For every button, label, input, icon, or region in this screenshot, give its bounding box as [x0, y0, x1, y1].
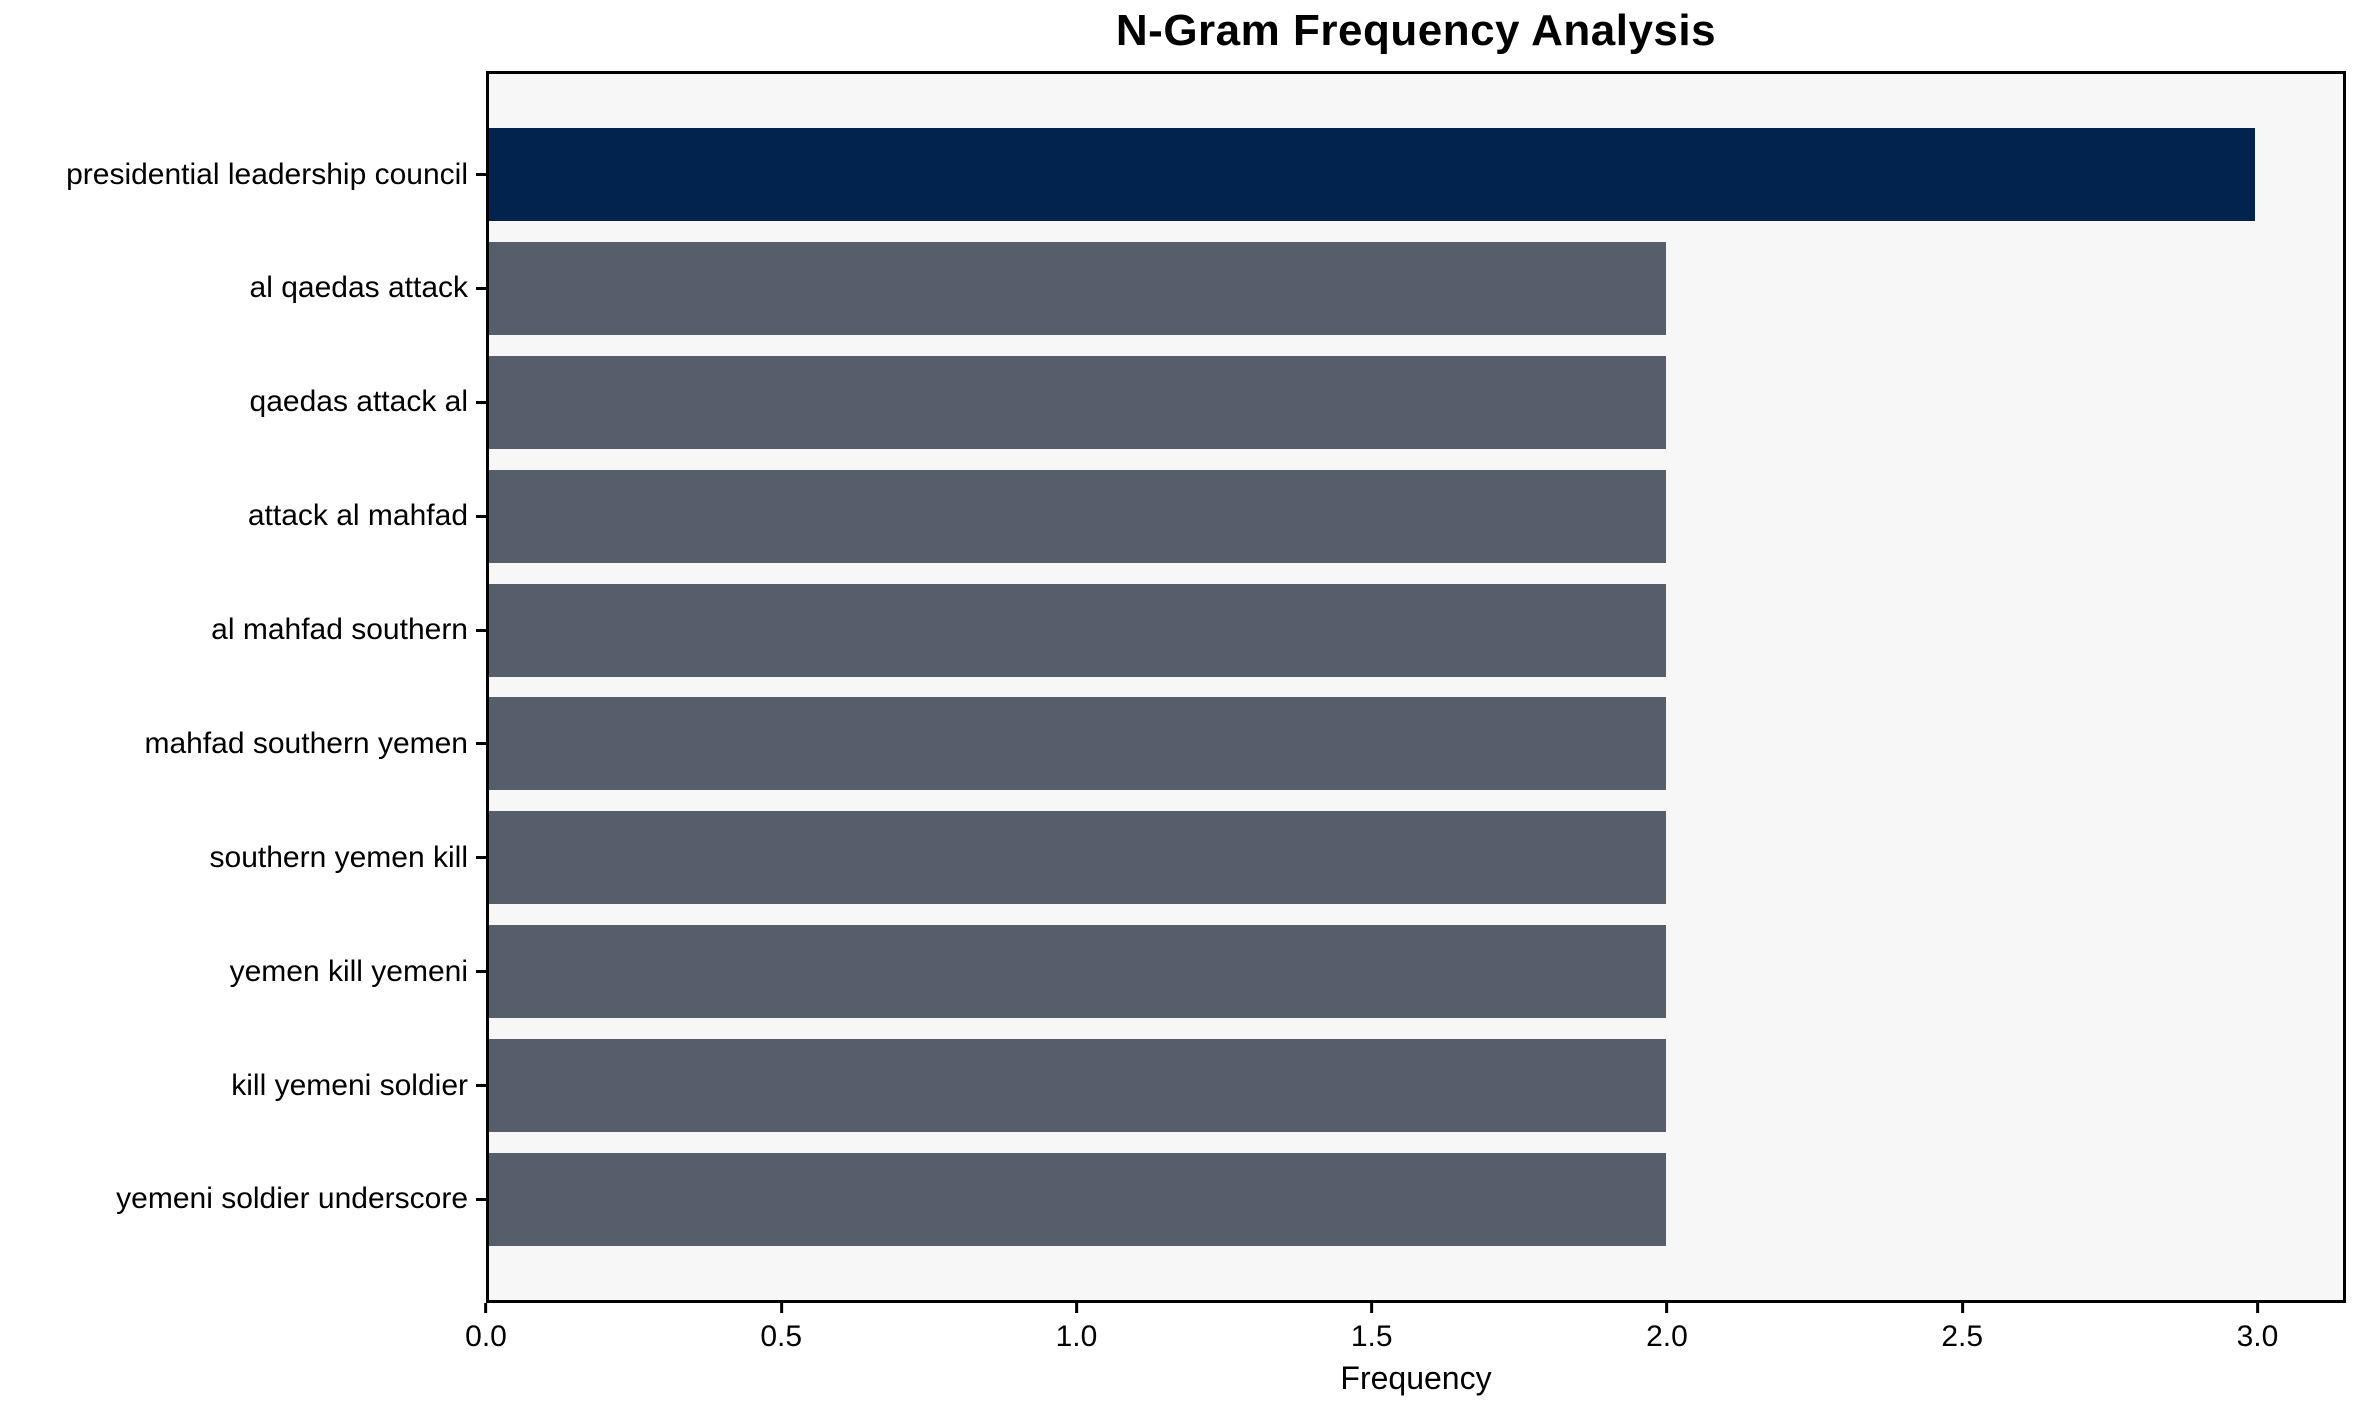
bar: [489, 811, 1667, 905]
bar: [489, 469, 1667, 563]
x-tick-mark: [1960, 1303, 1964, 1313]
y-tick-mark: [476, 1084, 486, 1087]
y-tick-mark: [476, 400, 486, 404]
y-tick-label: al qaedas attack: [249, 271, 468, 305]
y-tick-label: yemen kill yemeni: [229, 954, 468, 988]
x-tick: 2.0: [1646, 1303, 1688, 1354]
bar-row: qaedas attack al: [250, 355, 2343, 449]
y-tick-mark: [476, 970, 486, 974]
y-tick-mark: [476, 742, 486, 746]
plot-area: presidential leadership council al qaedas…: [66, 71, 2346, 1303]
x-tick-mark: [779, 1303, 783, 1313]
y-tick-mark: [476, 286, 486, 290]
y-tick-label: qaedas attack al: [249, 385, 468, 419]
bar: [489, 1152, 1667, 1246]
x-tick-label: 3.0: [2236, 1320, 2279, 1353]
x-tick-mark: [1074, 1303, 1078, 1313]
chart-title: N-Gram Frequency Analysis: [1115, 6, 1717, 55]
x-tick-label: 1.0: [1055, 1320, 1098, 1353]
x-tick: 0.0: [465, 1303, 507, 1354]
x-tick-mark: [1370, 1303, 1374, 1313]
x-tick-label: 0.5: [760, 1320, 803, 1353]
x-tick-mark: [2255, 1303, 2259, 1313]
x-tick: 2.5: [1941, 1303, 1983, 1354]
x-tick-mark: [484, 1303, 488, 1313]
bar: [489, 697, 1667, 791]
bar-row: southern yemen kill: [210, 811, 2343, 905]
bar: [489, 925, 1667, 1019]
x-tick: 1.5: [1351, 1303, 1393, 1354]
x-tick-label: 0.0: [465, 1320, 507, 1353]
bar-row: mahfad southern yemen: [144, 697, 2343, 791]
bar: [489, 128, 2255, 221]
y-tick-mark: [476, 856, 486, 860]
y-tick-label: yemeni soldier underscore: [116, 1182, 468, 1216]
x-axis: 0.0 0.5 1.0 1.5 2.0 2.5 3.0: [465, 1303, 2346, 1363]
bar-row: attack al mahfad: [248, 469, 2343, 563]
x-tick-label: 1.5: [1350, 1320, 1393, 1353]
y-tick-mark: [476, 628, 486, 632]
y-tick-label: southern yemen kill: [209, 840, 468, 874]
bar-row: yemeni soldier underscore: [116, 1152, 2343, 1246]
bar: [489, 241, 1667, 335]
x-axis-title: Frequency: [1340, 1360, 1492, 1396]
x-tick: 3.0: [2236, 1303, 2279, 1354]
x-tick-label: 2.5: [1941, 1320, 1984, 1353]
y-tick-mark: [476, 514, 486, 518]
x-tick-mark: [1665, 1303, 1669, 1313]
x-tick: 1.0: [1055, 1303, 1098, 1354]
y-tick-mark: [476, 1197, 486, 1201]
y-tick-label: presidential leadership council: [66, 157, 468, 191]
y-tick-label: attack al mahfad: [247, 499, 468, 533]
bar-row: yemen kill yemeni: [230, 925, 2343, 1019]
y-tick-mark: [476, 173, 486, 176]
bar: [489, 1039, 1667, 1132]
bar-row: al qaedas attack: [250, 241, 2343, 335]
x-tick-label: 2.0: [1646, 1320, 1688, 1353]
bar-row: presidential leadership council: [66, 128, 2343, 221]
bar: [489, 583, 1667, 677]
bar-row: kill yemeni soldier: [231, 1039, 2343, 1132]
bar: [489, 355, 1667, 449]
bar-row: al mahfad southern: [211, 583, 2343, 677]
y-tick-label: kill yemeni soldier: [231, 1068, 468, 1102]
x-tick: 0.5: [760, 1303, 802, 1354]
y-tick-label: al mahfad southern: [211, 613, 468, 646]
y-tick-label: mahfad southern yemen: [144, 726, 468, 760]
